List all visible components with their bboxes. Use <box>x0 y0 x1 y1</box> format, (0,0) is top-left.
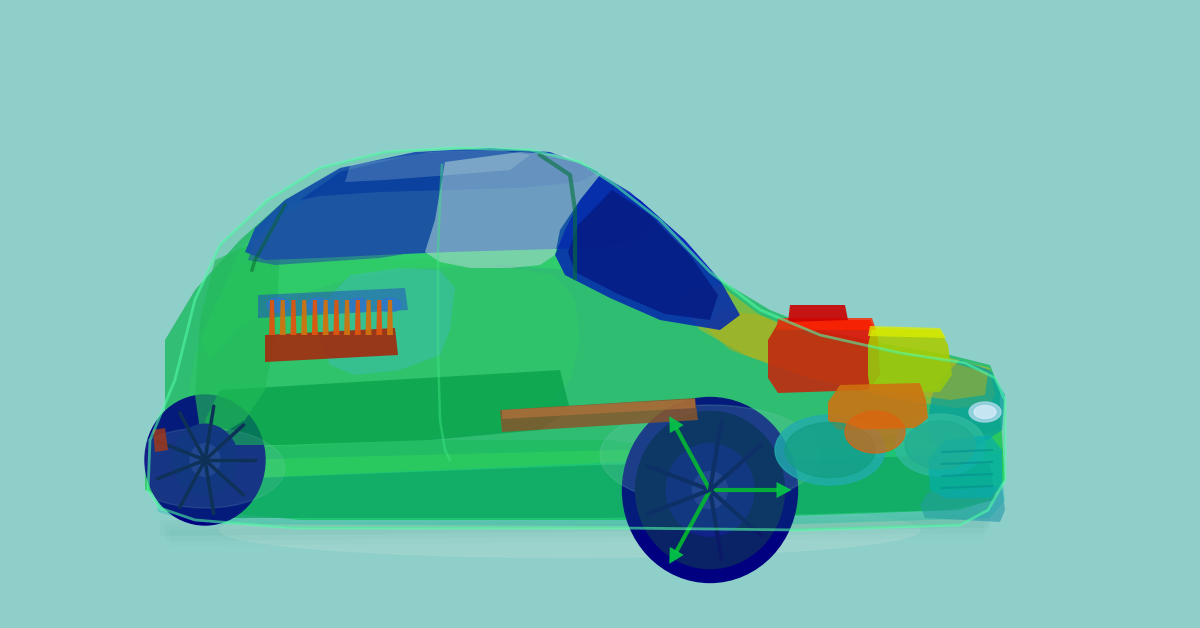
Polygon shape <box>265 328 398 362</box>
Ellipse shape <box>895 414 985 476</box>
Ellipse shape <box>307 298 329 312</box>
Polygon shape <box>670 416 684 433</box>
Ellipse shape <box>172 425 238 495</box>
Ellipse shape <box>190 444 220 476</box>
Ellipse shape <box>266 298 289 312</box>
Polygon shape <box>300 150 598 200</box>
Polygon shape <box>868 328 952 392</box>
Ellipse shape <box>623 398 798 583</box>
Polygon shape <box>788 305 848 322</box>
Polygon shape <box>868 326 946 338</box>
Polygon shape <box>245 148 660 260</box>
Polygon shape <box>269 300 275 335</box>
Ellipse shape <box>666 444 754 536</box>
Polygon shape <box>312 300 318 335</box>
Ellipse shape <box>785 423 875 477</box>
Ellipse shape <box>145 395 265 525</box>
Polygon shape <box>568 190 718 320</box>
Polygon shape <box>928 360 1006 450</box>
Polygon shape <box>145 405 1006 520</box>
Ellipse shape <box>775 415 886 485</box>
Ellipse shape <box>974 406 996 418</box>
Ellipse shape <box>125 428 286 508</box>
Ellipse shape <box>692 472 727 509</box>
Polygon shape <box>200 152 700 360</box>
Polygon shape <box>554 175 740 330</box>
Polygon shape <box>170 518 984 546</box>
Polygon shape <box>346 150 530 182</box>
Polygon shape <box>670 547 684 564</box>
Polygon shape <box>425 152 600 268</box>
Polygon shape <box>258 288 408 318</box>
Polygon shape <box>386 300 394 335</box>
Polygon shape <box>290 300 296 335</box>
Polygon shape <box>776 482 792 498</box>
Ellipse shape <box>905 421 974 469</box>
Polygon shape <box>155 445 1006 526</box>
Polygon shape <box>377 300 383 335</box>
Ellipse shape <box>845 411 905 453</box>
Polygon shape <box>920 486 1006 522</box>
Polygon shape <box>166 455 995 518</box>
Polygon shape <box>194 240 280 435</box>
Polygon shape <box>301 300 307 335</box>
Polygon shape <box>344 300 350 335</box>
Polygon shape <box>776 318 876 330</box>
Polygon shape <box>205 370 570 445</box>
Ellipse shape <box>220 502 920 558</box>
Polygon shape <box>185 258 580 448</box>
Ellipse shape <box>379 298 401 312</box>
Polygon shape <box>334 300 340 335</box>
Ellipse shape <box>600 405 820 505</box>
Polygon shape <box>248 162 450 265</box>
Polygon shape <box>502 399 695 419</box>
Polygon shape <box>154 428 168 452</box>
Polygon shape <box>500 398 698 432</box>
Polygon shape <box>148 148 1006 530</box>
Polygon shape <box>320 268 455 375</box>
Polygon shape <box>706 310 988 400</box>
Polygon shape <box>355 300 361 335</box>
Polygon shape <box>928 435 1002 498</box>
Polygon shape <box>166 515 986 541</box>
Ellipse shape <box>347 298 370 312</box>
Ellipse shape <box>970 402 1001 422</box>
Polygon shape <box>680 285 995 408</box>
Polygon shape <box>366 300 372 335</box>
Polygon shape <box>828 383 928 430</box>
Polygon shape <box>768 320 880 393</box>
Polygon shape <box>160 512 990 536</box>
Polygon shape <box>166 152 1000 462</box>
Ellipse shape <box>636 411 785 568</box>
Polygon shape <box>323 300 329 335</box>
Polygon shape <box>280 300 286 335</box>
